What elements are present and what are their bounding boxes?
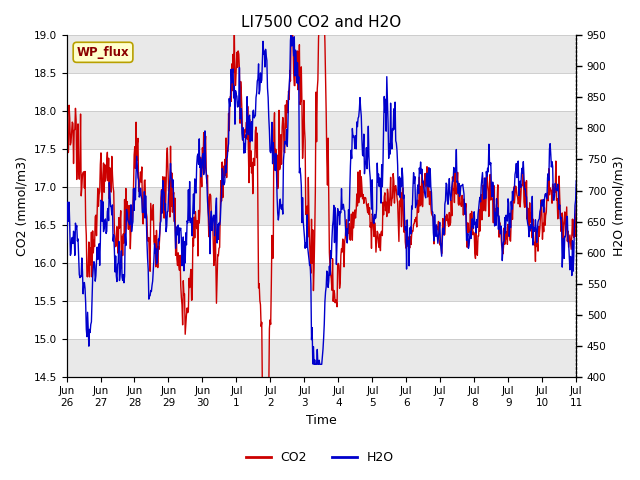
Bar: [67, 111, 576, 149]
Legend: CO2, H2O: CO2, H2O: [241, 446, 399, 469]
Bar: [67, 36, 576, 73]
Text: WP_flux: WP_flux: [77, 46, 129, 59]
Bar: [67, 263, 576, 301]
X-axis label: Time: Time: [306, 414, 337, 427]
Title: LI7500 CO2 and H2O: LI7500 CO2 and H2O: [241, 15, 401, 30]
Bar: [67, 187, 576, 225]
Bar: [67, 339, 576, 377]
Y-axis label: H2O (mmol/m3): H2O (mmol/m3): [612, 156, 625, 256]
Y-axis label: CO2 (mmol/m3): CO2 (mmol/m3): [15, 156, 28, 256]
